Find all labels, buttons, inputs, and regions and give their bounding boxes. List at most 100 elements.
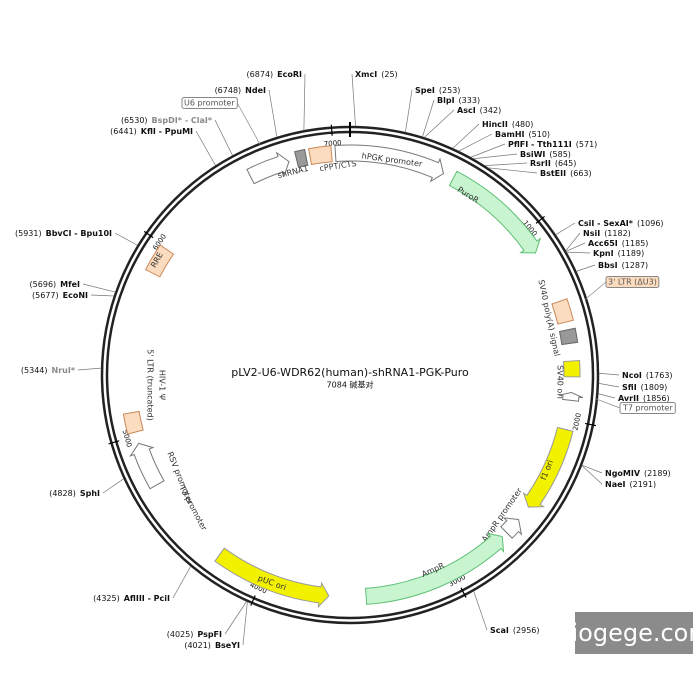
site-label: (4828) SphI — [49, 489, 100, 498]
feature-callout-label: 3' LTR (ΔU3) — [608, 278, 657, 287]
site-position: (6441) — [110, 127, 137, 136]
site-label: KpnI (1189) — [593, 249, 644, 258]
feature-callout-label: U6 promoter — [184, 99, 235, 108]
feature-shape — [308, 145, 333, 166]
site-name: Acc65I — [588, 239, 618, 248]
site-label: SfiI (1809) — [622, 383, 667, 392]
feature-shape — [294, 148, 309, 168]
site-leader — [422, 99, 435, 137]
site-label: (6748) NdeI — [215, 86, 266, 95]
site-position: (1763) — [646, 371, 673, 380]
site-name: MfeI — [60, 280, 80, 289]
site-position: (1809) — [641, 383, 668, 392]
watermark: biogege.com — [556, 619, 700, 647]
callout-leader — [595, 398, 621, 409]
feature-shape — [246, 151, 290, 185]
site-leader — [555, 222, 576, 235]
site-position: (1096) — [637, 219, 664, 228]
site-name: BlpI — [437, 96, 455, 105]
feature-shape — [563, 359, 581, 378]
site-leader — [242, 601, 248, 646]
site-position: (2956) — [513, 626, 540, 635]
site-leader — [598, 383, 620, 388]
site-label: NsiI (1182) — [583, 229, 631, 238]
site-position: (480) — [512, 120, 534, 129]
site-position: (5931) — [15, 229, 42, 238]
site-position: (333) — [459, 96, 481, 105]
site-name: XmcI — [355, 70, 377, 79]
tick-mark — [250, 595, 256, 606]
site-leader — [214, 119, 233, 156]
site-leader — [351, 73, 356, 127]
tick-mark — [535, 215, 545, 224]
site-position: (1182) — [604, 229, 631, 238]
feature-shape — [129, 442, 165, 490]
site-leader — [473, 153, 518, 160]
feature-shape — [334, 144, 445, 183]
site-label: BbsI (1287) — [598, 261, 648, 270]
tick-mark — [330, 124, 333, 136]
feature-shape — [448, 170, 542, 254]
site-leader — [77, 367, 102, 371]
site-label: RsrII (645) — [530, 159, 576, 168]
site-leader — [114, 232, 138, 246]
site-position: (1185) — [622, 239, 649, 248]
site-leader — [172, 566, 191, 599]
site-label: (6530) BspDI* - ClaI* — [121, 116, 213, 125]
site-position: (1189) — [618, 249, 645, 258]
site-name: NgoMIV — [605, 469, 641, 478]
feature-callout-label: T7 promoter — [622, 404, 673, 413]
site-name: SphI — [80, 489, 100, 498]
tick-label: 2000 — [572, 412, 583, 431]
site-position: (5677) — [32, 291, 59, 300]
tick-mark — [108, 440, 120, 445]
site-leader — [598, 372, 620, 376]
site-position: (1856) — [643, 394, 670, 403]
map-subtitle: 7084 碱基对 — [327, 380, 374, 390]
feature-label: HIV-1 Ψ — [158, 370, 167, 400]
site-name: SfiI — [622, 383, 637, 392]
site-position: (663) — [570, 169, 592, 178]
site-label: (5931) BbvCI - Bpu10I — [15, 229, 112, 238]
site-leader — [473, 591, 488, 631]
feature-shape — [522, 426, 574, 508]
tick-label: 7000 — [324, 139, 342, 148]
feature-shape — [214, 547, 330, 609]
site-leader — [224, 601, 247, 635]
site-position: (585) — [549, 150, 571, 159]
site-label: Acc65I (1185) — [588, 239, 648, 248]
site-label: AvrII (1856) — [618, 394, 670, 403]
site-position: (4025) — [167, 630, 194, 639]
site-leader — [458, 133, 493, 152]
site-leader — [565, 242, 586, 252]
site-name: AflIII - PciI — [124, 594, 170, 603]
site-position: (510) — [529, 130, 551, 139]
feature-shape — [558, 391, 584, 402]
site-leader — [488, 167, 538, 174]
site-leader — [90, 294, 114, 297]
callout-leader — [237, 102, 261, 146]
site-leader — [576, 264, 596, 272]
site-label: BsiWI (585) — [520, 150, 571, 159]
site-label: (5677) EcoNI — [32, 291, 88, 300]
site-position: (6748) — [215, 86, 242, 95]
feature-shape — [122, 410, 144, 435]
site-position: (2191) — [630, 480, 657, 489]
site-position: (2189) — [644, 469, 671, 478]
feature-label: 5' LTR (truncated) — [146, 349, 155, 420]
site-label: (5696) MfeI — [30, 280, 80, 289]
feature-shape — [500, 517, 523, 539]
feature-shape — [144, 244, 175, 278]
site-label: HincII (480) — [482, 120, 533, 129]
site-name: HincII — [482, 120, 508, 129]
site-label: SpeI (253) — [415, 86, 460, 95]
site-position: (4021) — [184, 641, 211, 650]
site-name: AscI — [457, 106, 476, 115]
site-position: (4828) — [49, 489, 76, 498]
site-name: NruI* — [52, 366, 76, 375]
site-position: (253) — [439, 86, 461, 95]
site-name: PflFI - Tth111I — [508, 140, 572, 149]
site-name: BsiWI — [520, 150, 545, 159]
site-label: BlpI (333) — [437, 96, 480, 105]
site-label: (6441) KflI - PpuMI — [110, 127, 193, 136]
